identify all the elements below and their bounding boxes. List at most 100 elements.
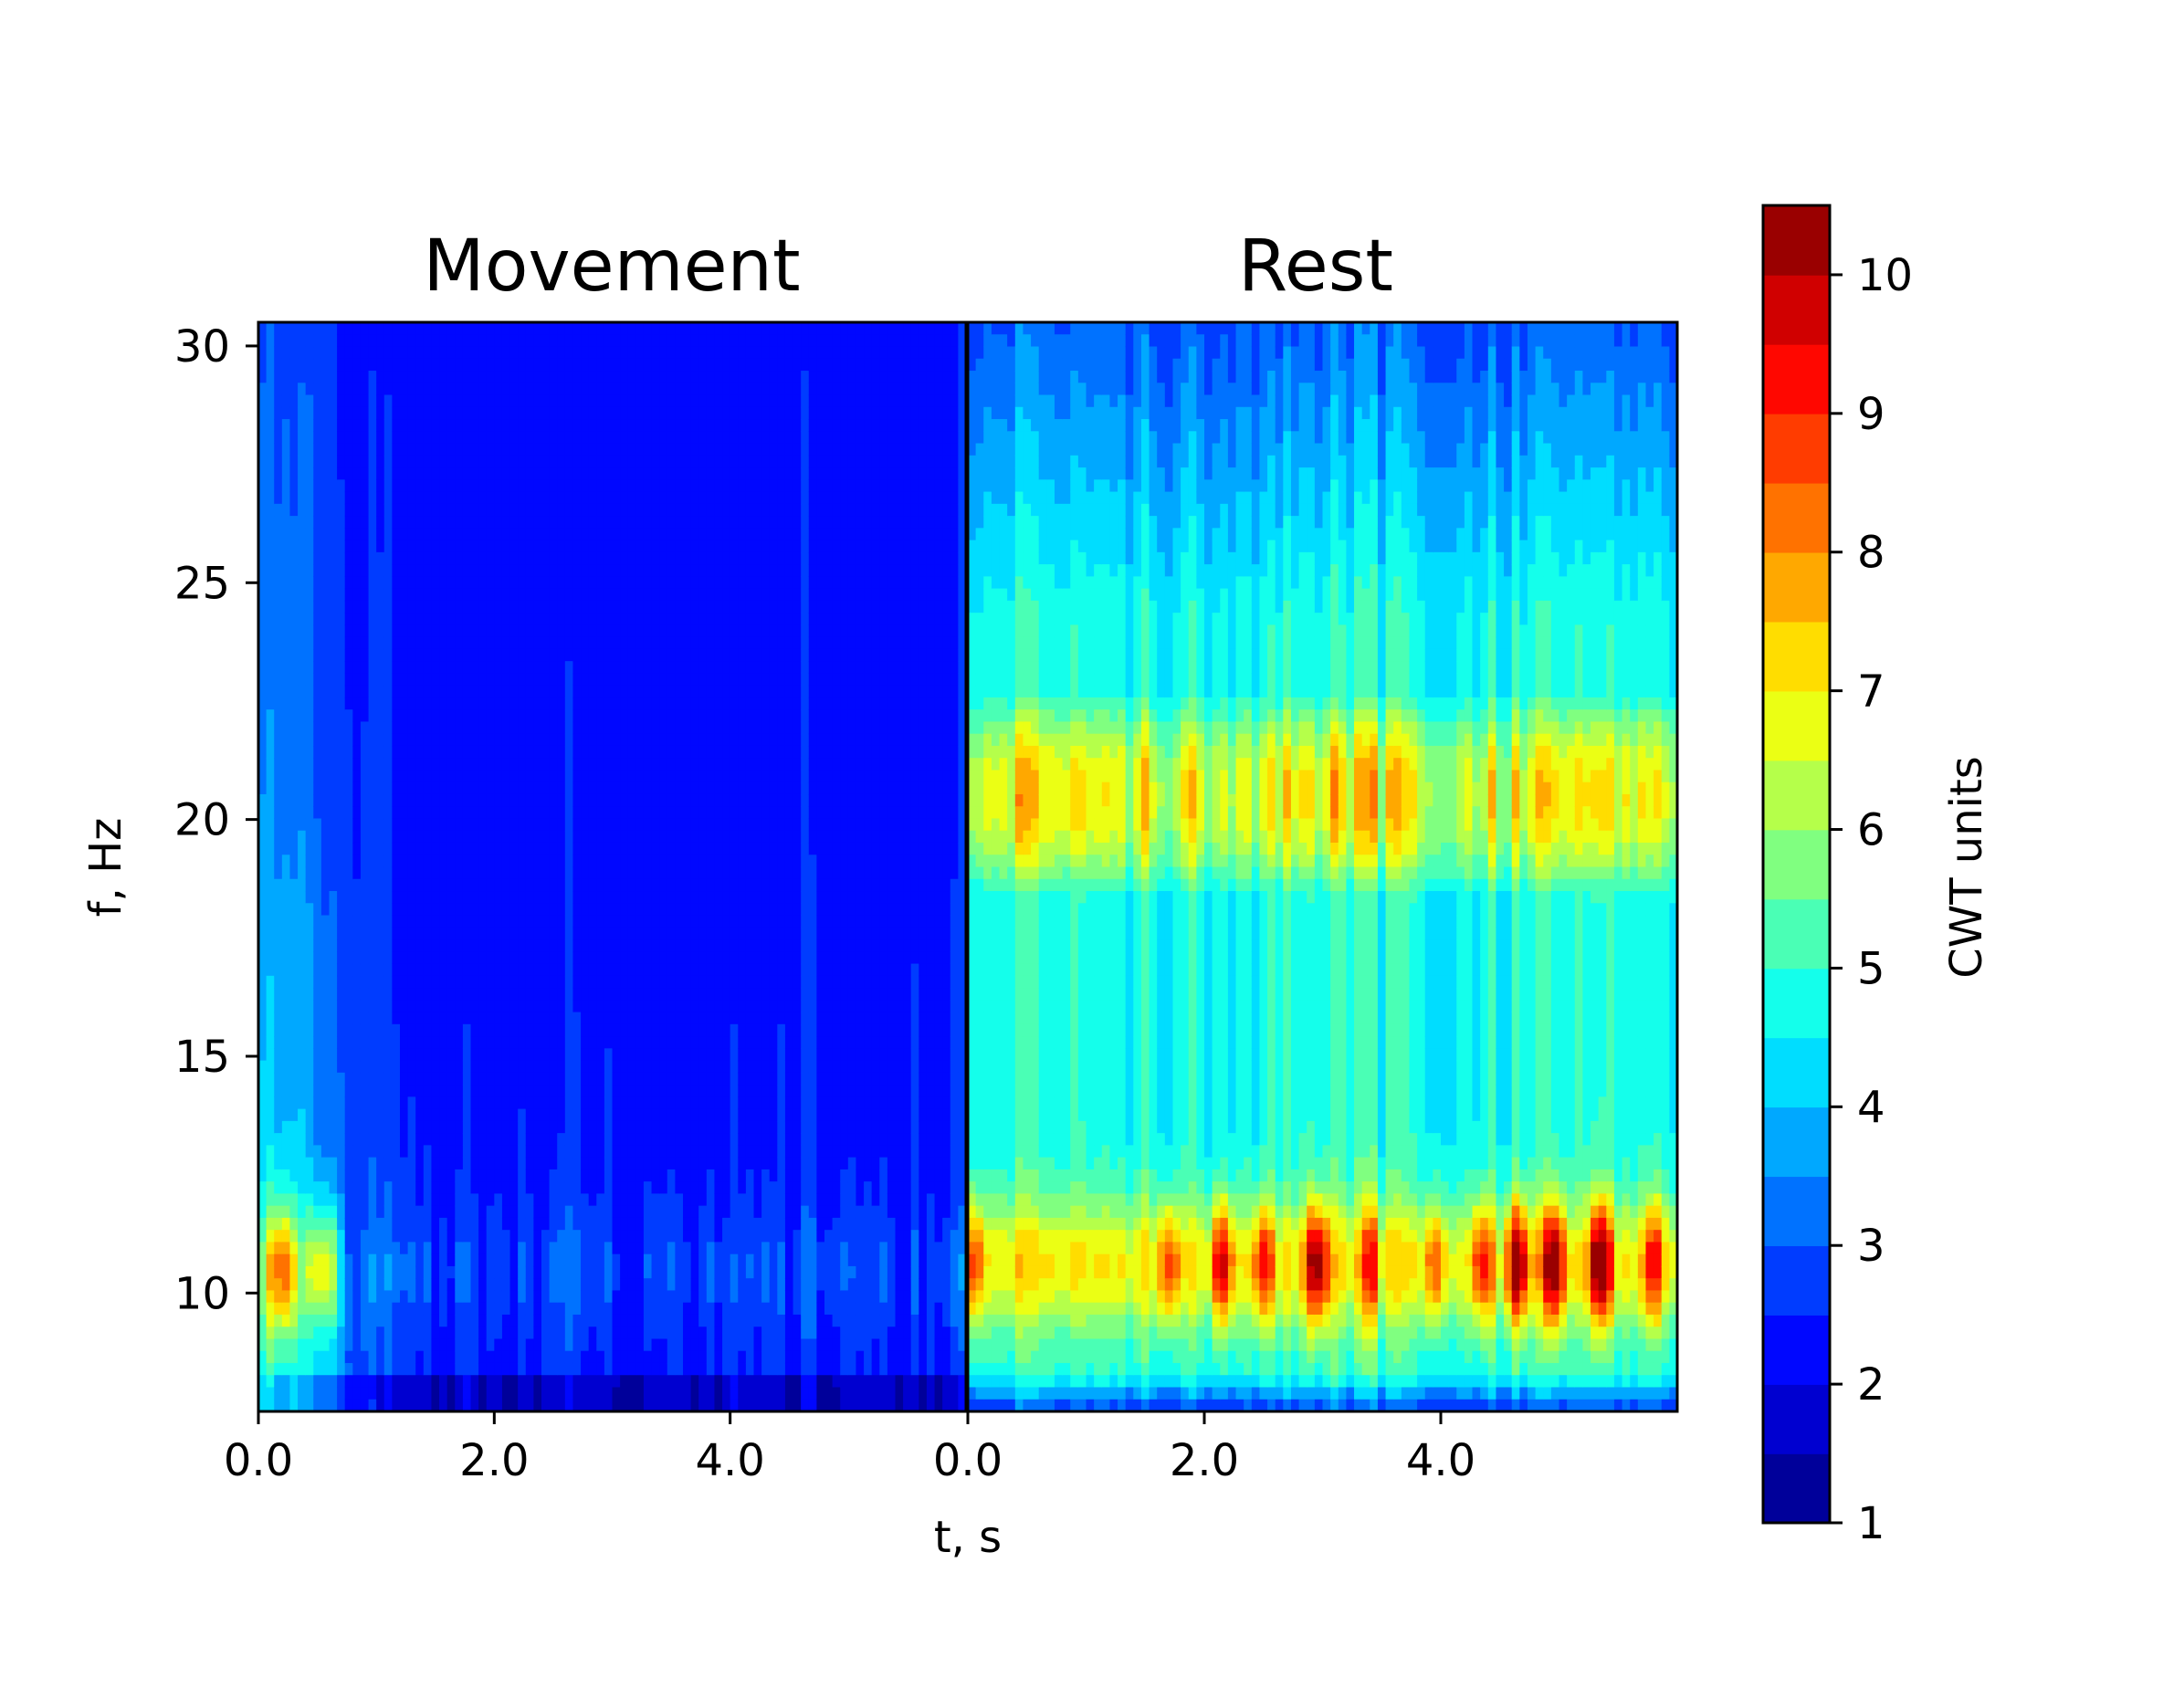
heatmap-cell [486,383,495,396]
heatmap-cell [462,685,472,698]
heatmap-cell [289,636,299,650]
heatmap-cell [549,1253,558,1267]
heatmap-cell [581,818,590,832]
heatmap-cell [258,588,268,602]
heatmap-cell [360,697,370,710]
heatmap-cell [596,1012,605,1025]
heatmap-cell [627,600,636,614]
heatmap-cell [368,1314,377,1327]
heatmap-cell [376,1278,385,1292]
heatmap-cell [415,1338,425,1352]
heatmap-cell [313,406,322,420]
heatmap-cell [305,842,314,855]
heatmap-cell [549,745,558,759]
heatmap-cell [298,818,307,832]
heatmap-cell [501,1338,511,1352]
heatmap-cell [305,479,314,493]
heatmap-cell [509,1023,519,1037]
heatmap-cell [455,1338,464,1352]
heatmap-cell [604,1023,614,1037]
heatmap-cell [462,1265,472,1279]
heatmap-cell [525,1085,534,1097]
heatmap-cell [298,371,307,383]
heatmap-cell [289,516,299,529]
heatmap-cell [549,1387,558,1400]
heatmap-cell [344,891,353,904]
heatmap-cell [439,613,448,625]
heatmap-cell [651,1230,660,1243]
heatmap-cell [572,419,582,432]
heatmap-cell [446,661,456,675]
heatmap-cell [289,806,299,820]
heatmap-cell [360,939,370,952]
heatmap-cell [525,419,534,432]
heatmap-cell [376,1193,385,1207]
heatmap-cell [281,503,291,517]
heatmap-cell [337,1096,346,1110]
heatmap-cell [478,1120,488,1134]
heatmap-cell [352,697,362,710]
heatmap-cell [501,1000,511,1013]
heatmap-cell [643,1145,653,1159]
heatmap-cell [400,685,409,698]
heatmap-cell [620,467,629,480]
heatmap-cell [549,467,558,480]
heatmap-cell [266,866,275,880]
heatmap-cell [612,915,621,928]
heatmap-cell [581,1048,590,1062]
heatmap-cell [415,564,425,577]
heatmap-cell [415,576,425,590]
heatmap-cell [368,988,377,1001]
heatmap-cell [494,1338,503,1352]
heatmap-cell [360,1338,370,1352]
heatmap-cell [423,564,433,577]
heatmap-cell [643,685,653,698]
heatmap-cell [667,1000,676,1013]
heatmap-cell [320,878,331,892]
heatmap-cell [690,709,699,723]
heatmap-cell [344,1230,353,1243]
heatmap-cell [675,406,684,420]
heatmap-cell [423,1338,433,1352]
heatmap-cell [281,1193,291,1207]
heatmap-cell [344,1120,353,1134]
heatmap-cell [352,1000,362,1013]
heatmap-cell [659,951,668,965]
heatmap-cell [651,1169,660,1182]
heatmap-cell [651,878,660,892]
heatmap-cell [588,1302,597,1316]
heatmap-cell [525,613,534,625]
heatmap-cell [289,1350,299,1364]
heatmap-cell [651,733,660,747]
heatmap-cell [305,758,314,771]
heatmap-cell [604,624,614,638]
heatmap-cell [383,1048,393,1062]
heatmap-cell [266,1108,275,1122]
heatmap-cell [258,1290,268,1304]
heatmap-cell [643,383,653,396]
heatmap-cell [281,600,291,614]
heatmap-cell [690,758,699,771]
heatmap-cell [581,830,590,844]
heatmap-cell [305,636,314,650]
heatmap-cell [289,1338,299,1352]
heatmap-cell [446,624,456,638]
heatmap-cell [258,1133,268,1146]
heatmap-cell [337,721,346,735]
heatmap-cell [588,963,597,977]
heatmap-cell [588,1036,597,1049]
heatmap-cell [462,1350,472,1364]
heatmap-cell [643,528,653,541]
heatmap-cell [266,1036,275,1049]
heatmap-cell [313,467,322,480]
heatmap-cell [337,503,346,517]
heatmap-cell [541,1253,551,1267]
heatmap-cell [431,975,440,989]
heatmap-cell [572,1145,582,1159]
heatmap-cell [329,1290,338,1304]
heatmap-cell [320,1205,331,1219]
heatmap-cell [329,1060,338,1074]
heatmap-cell [604,358,614,372]
heatmap-cell [337,431,346,445]
heatmap-cell [352,503,362,517]
